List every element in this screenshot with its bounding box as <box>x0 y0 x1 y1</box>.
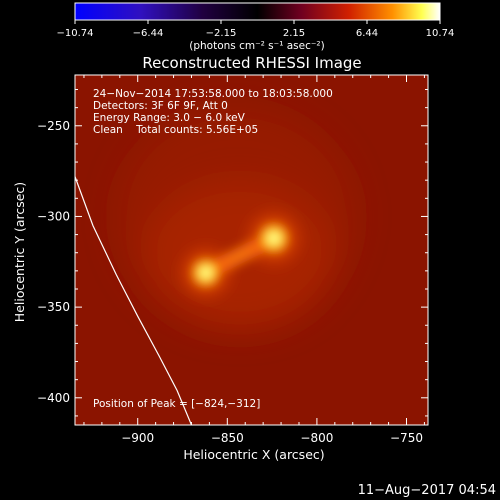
footer-date: 11−Aug−2017 04:54 <box>358 483 496 498</box>
source-core <box>254 219 293 258</box>
colorbar-tick-label: −6.44 <box>133 28 164 39</box>
x-tick-label: −850 <box>211 431 244 445</box>
solar-limb-line <box>75 176 193 425</box>
y-axis-ticks: −250 −300 −350 −400 <box>37 89 428 417</box>
colorbar-tick-label: −2.15 <box>206 28 237 39</box>
plot-frame <box>74 74 429 426</box>
colorbar-tick-label: 10.74 <box>426 28 455 39</box>
x-tick-label: −900 <box>121 431 154 445</box>
colorbar-tick-label: 6.44 <box>356 28 378 39</box>
image-title: Reconstructed RHESSI Image <box>142 54 361 72</box>
y-tick-label: −400 <box>37 391 70 405</box>
peak-position-label: Position of Peak = [−824,−312] <box>93 398 260 410</box>
y-axis-label: Heliocentric Y (arcsec) <box>12 182 27 322</box>
colorbar-tick-label: −10.74 <box>56 28 93 39</box>
y-tick-label: −250 <box>37 119 70 133</box>
emission-map <box>75 106 357 425</box>
colorbar-unit: (photons cm⁻² s⁻¹ asec⁻²) <box>189 40 324 52</box>
info-line-detectors: Detectors: 3F 6F 9F, Att 0 <box>93 100 228 112</box>
colorbar-gradient <box>74 2 441 21</box>
colorbar-tick-label: 2.15 <box>283 28 305 39</box>
x-tick-label: −750 <box>390 431 423 445</box>
x-axis-label: Heliocentric X (arcsec) <box>183 447 324 462</box>
diffuse-emission <box>116 106 357 327</box>
x-axis-ticks: −900 −850 −800 −750 <box>83 75 425 445</box>
y-tick-label: −300 <box>37 209 70 223</box>
info-line-energy: Energy Range: 3.0 − 6.0 keV <box>93 112 246 124</box>
colorbar: −10.74 −6.44 −2.15 2.15 6.44 10.74 (photons c… <box>56 2 454 52</box>
source-core <box>187 254 224 291</box>
colorbar-ticks: −10.74 −6.44 −2.15 2.15 6.44 10.74 <box>56 20 454 39</box>
x-tick-label: −800 <box>300 431 333 445</box>
info-line-time: 24−Nov−2014 17:53:58.000 to 18:03:58.000 <box>93 88 333 100</box>
image-plot: −900 −850 −800 −750 −250 −300 −350 −400 24−Nov… <box>37 74 429 445</box>
info-line-counts: Clean Total counts: 5.56E+05 <box>93 124 258 136</box>
y-tick-label: −350 <box>37 300 70 314</box>
